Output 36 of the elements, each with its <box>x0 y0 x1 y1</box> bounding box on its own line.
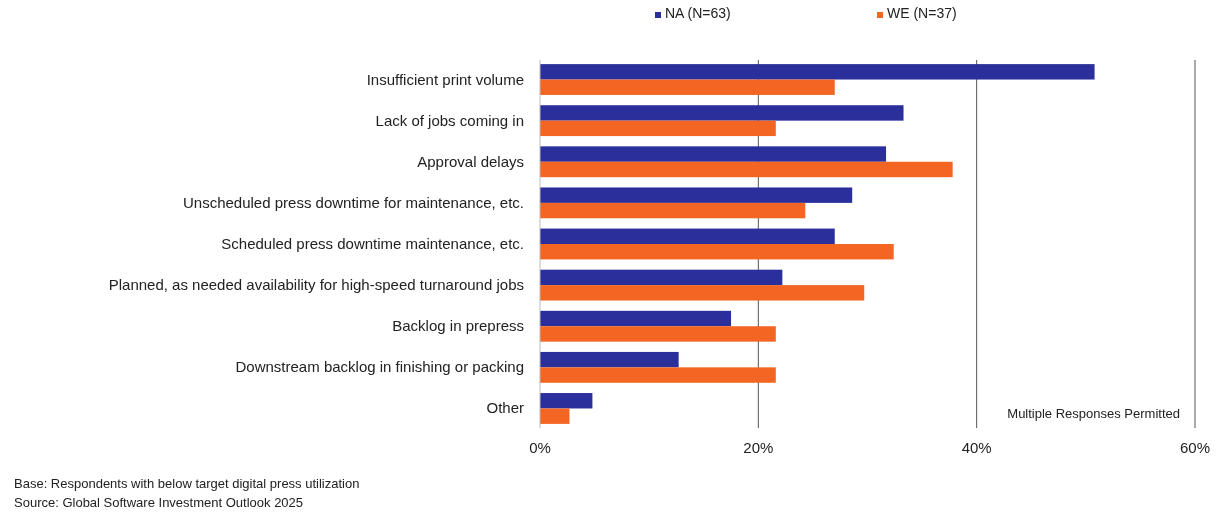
legend-label: WE (N=37) <box>887 5 957 21</box>
bar <box>540 285 865 301</box>
x-tick-label: 60% <box>1179 439 1211 456</box>
y-tick-label: Insufficient print volume <box>366 70 524 88</box>
bar <box>540 351 679 368</box>
bar <box>540 105 904 121</box>
y-tick-label: Lack of jobs coming in <box>375 111 524 129</box>
bar <box>540 187 853 203</box>
legend-label: NA (N=63) <box>665 5 731 21</box>
bar <box>540 408 570 424</box>
y-tick-label: Backlog in prepress <box>392 317 524 335</box>
y-tick-label: Unscheduled press downtime for maintenance, etc. <box>182 193 524 211</box>
x-tick-label: 20% <box>743 439 774 456</box>
bar <box>540 269 783 286</box>
bar <box>540 228 835 244</box>
y-tick-label: Planned, as needed availability for high-speed turnaround jobs <box>108 276 524 294</box>
x-tick-label: 40% <box>961 439 992 456</box>
bar <box>540 146 887 162</box>
bar <box>540 161 953 178</box>
y-tick-label: Approval delays <box>417 152 524 170</box>
bar <box>540 79 835 95</box>
bar <box>540 202 806 219</box>
bar <box>540 393 593 409</box>
y-tick-label: Downstream backlog in finishing or packing <box>235 358 524 376</box>
annotation: Multiple Responses Permitted <box>1007 406 1180 421</box>
bar <box>540 310 732 327</box>
bar <box>540 64 1095 80</box>
text: Base: Respondents with below target digital press utilization <box>14 476 360 491</box>
bar <box>540 244 894 260</box>
bar <box>540 367 776 383</box>
bar <box>540 120 776 137</box>
y-tick-label: Scheduled press downtime maintenance, etc. <box>221 235 524 252</box>
source-note: Source: Global Software Investment Outlook 2025 <box>14 495 304 510</box>
bar <box>540 326 776 342</box>
y-tick-label: Other <box>486 399 524 417</box>
x-tick-label: 0% <box>529 439 551 456</box>
